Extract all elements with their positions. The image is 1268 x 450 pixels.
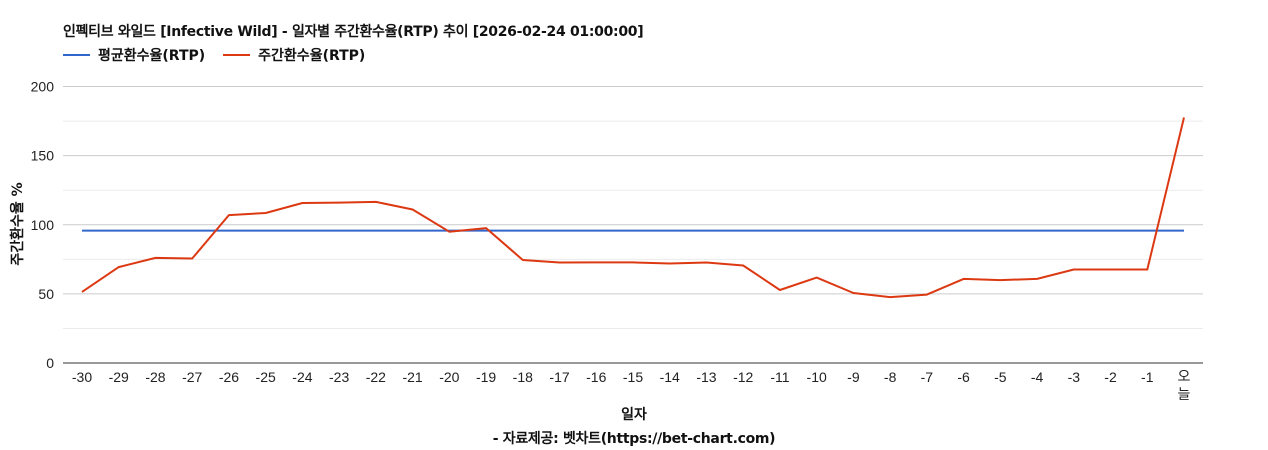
- x-tick-label: -29: [109, 369, 129, 385]
- x-tick-label: -17: [549, 369, 569, 385]
- legend-label-weekly: 주간환수율(RTP): [258, 48, 366, 64]
- x-tick-label: -2: [1104, 369, 1117, 385]
- x-axis-ticks: -30 -29 -28 -27 -26 -25 -24 -23 -22 -21 -20 -19 -18-…: [72, 369, 1191, 403]
- y-axis-label: 주간환수율 %: [10, 182, 26, 266]
- x-tick-label: -6: [957, 369, 970, 385]
- x-tick-label: -23: [329, 369, 349, 385]
- x-tick-label: -5: [994, 369, 1007, 385]
- data-source-credit: - 자료제공: 벳차트(https://bet-chart.com): [492, 431, 776, 447]
- legend-item-average[interactable]: 평균환수율(RTP): [63, 45, 205, 65]
- y-tick-label: 0: [46, 355, 54, 371]
- x-tick-label: -27: [182, 369, 202, 385]
- x-tick-label: -18: [513, 369, 533, 385]
- x-tick-label: -3: [1068, 369, 1081, 385]
- x-tick-label: -24: [292, 369, 312, 385]
- x-tick-label: 오: [1178, 369, 1191, 385]
- x-tick-label: -11: [770, 369, 789, 385]
- x-tick-label: -8: [884, 369, 897, 385]
- x-tick-label: -16: [586, 369, 606, 385]
- x-tick-label: -28: [145, 369, 165, 385]
- gridlines: [63, 86, 1203, 329]
- x-tick-label: -13: [696, 369, 716, 385]
- y-tick-label: 100: [31, 217, 55, 233]
- x-tick-label: -30: [72, 369, 92, 385]
- y-axis-ticks: 0 50 100 150 200: [31, 79, 55, 372]
- x-tick-label: -12: [733, 369, 753, 385]
- y-tick-label: 150: [31, 148, 55, 164]
- legend-item-weekly[interactable]: 주간환수율(RTP): [223, 45, 365, 65]
- x-tick-label: 늘: [1178, 387, 1191, 403]
- x-tick-label: -19: [476, 369, 496, 385]
- x-tick-label: -9: [847, 369, 860, 385]
- x-tick-label: -4: [1031, 369, 1044, 385]
- x-tick-label: -1: [1141, 369, 1154, 385]
- x-axis-label: 일자: [621, 407, 647, 423]
- chart-title: 인펙티브 와일드 [Infective Wild] - 일자별 주간환수율(RT…: [63, 24, 644, 40]
- x-tick-label: -25: [256, 369, 276, 385]
- weekly-rtp-line[interactable]: [81, 117, 1185, 299]
- x-tick-label: -14: [660, 369, 680, 385]
- legend-swatch-average: [63, 54, 90, 56]
- series-lines: [81, 117, 1185, 299]
- x-tick-label: -10: [807, 369, 827, 385]
- x-tick-label: -22: [366, 369, 386, 385]
- legend: 평균환수율(RTP) 주간환수율(RTP): [63, 45, 365, 65]
- y-tick-label: 200: [31, 79, 55, 95]
- y-tick-label: 50: [38, 286, 54, 302]
- x-tick-label: -21: [402, 369, 422, 385]
- legend-swatch-weekly: [223, 54, 251, 56]
- x-tick-label: -20: [439, 369, 459, 385]
- x-tick-label: -7: [921, 369, 934, 385]
- x-tick-label: -26: [219, 369, 239, 385]
- x-tick-label: -15: [623, 369, 643, 385]
- legend-label-average: 평균환수율(RTP): [98, 48, 206, 64]
